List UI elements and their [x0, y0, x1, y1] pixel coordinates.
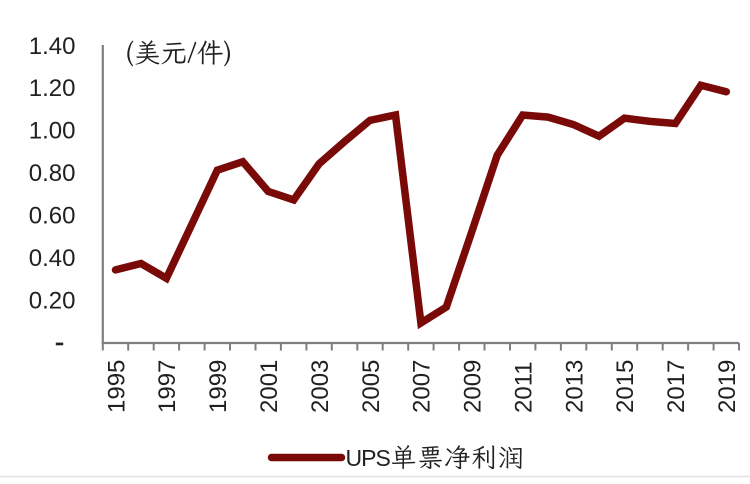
svg-text:1.40: 1.40 [29, 33, 76, 60]
svg-text:2017: 2017 [663, 360, 690, 413]
svg-text:2001: 2001 [256, 360, 283, 413]
svg-text:2005: 2005 [358, 360, 385, 413]
svg-text:1.00: 1.00 [29, 118, 76, 145]
svg-text:1997: 1997 [154, 360, 181, 413]
svg-text:UPS: UPS [346, 445, 391, 471]
svg-text:2007: 2007 [409, 360, 436, 413]
svg-text:0.80: 0.80 [29, 160, 76, 187]
svg-text:2015: 2015 [612, 360, 639, 413]
svg-text:1995: 1995 [103, 360, 130, 413]
svg-text:1999: 1999 [205, 360, 232, 413]
svg-text:2011: 2011 [510, 361, 537, 413]
svg-text:1.20: 1.20 [29, 75, 76, 102]
svg-text:0.40: 0.40 [29, 245, 76, 272]
svg-text:2003: 2003 [307, 360, 334, 413]
svg-text:2013: 2013 [561, 360, 588, 413]
svg-text:2019: 2019 [714, 360, 741, 413]
svg-text:0.20: 0.20 [29, 287, 76, 314]
svg-text:2009: 2009 [460, 360, 487, 413]
svg-text:0.60: 0.60 [29, 202, 76, 229]
